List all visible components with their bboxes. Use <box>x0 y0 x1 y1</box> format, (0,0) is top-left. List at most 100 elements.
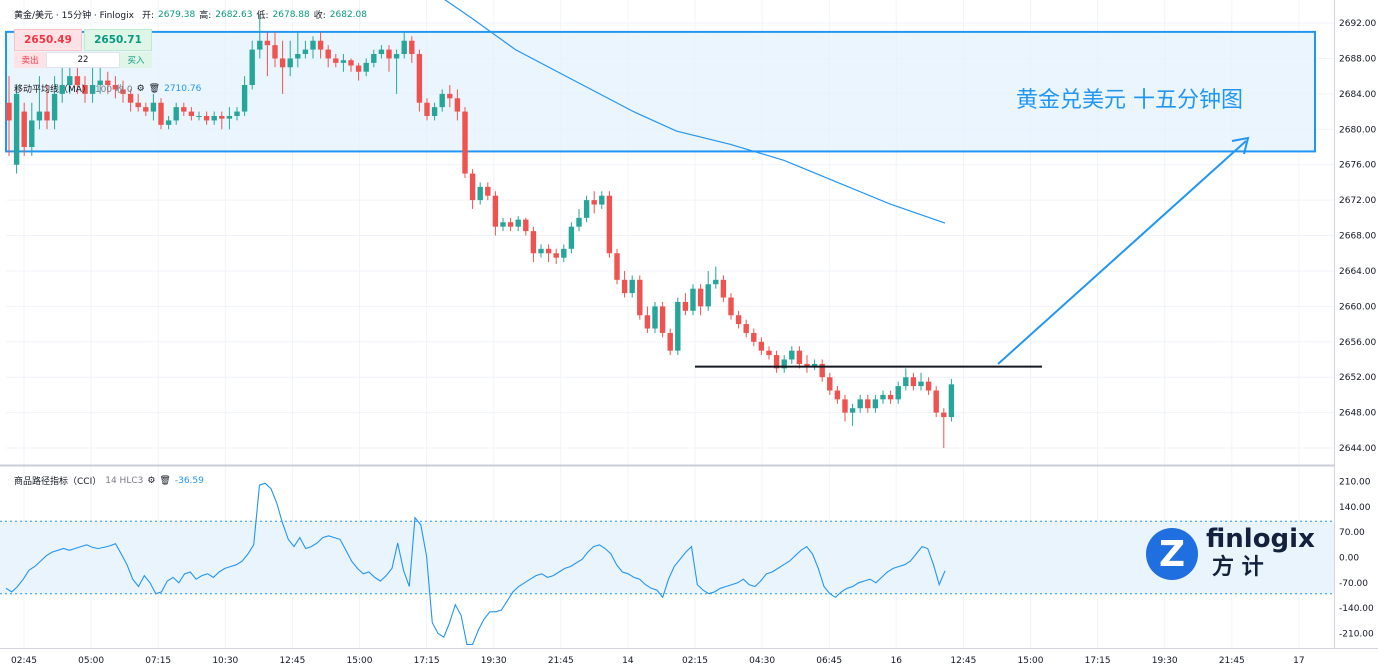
ma-series-line <box>444 0 946 224</box>
candle <box>165 116 172 130</box>
buy-button[interactable]: 买入 <box>120 52 152 68</box>
candle-body <box>82 85 88 94</box>
candle-body <box>264 40 271 46</box>
candle <box>857 394 863 413</box>
x-tick-label: 21:45 <box>548 656 574 666</box>
buy-price-button[interactable]: 2650.71 <box>84 29 152 51</box>
candle-body <box>348 60 354 66</box>
candle-body <box>637 279 643 316</box>
y-tick-label: 2656.00 <box>1339 338 1376 348</box>
candle-body <box>918 381 924 387</box>
candle <box>827 372 833 395</box>
candle <box>887 390 894 404</box>
candle <box>941 408 947 449</box>
candle-body <box>416 54 423 103</box>
cci-y-tick-label: -70.00 <box>1339 579 1368 589</box>
x-tick-label: 15:00 <box>1018 656 1044 666</box>
candle-body <box>409 40 415 55</box>
candle <box>302 40 309 59</box>
candle-body <box>51 93 58 121</box>
candle-body <box>621 279 628 294</box>
candle <box>515 216 521 232</box>
candle-body <box>538 248 544 254</box>
candle-body <box>910 377 917 387</box>
candle-body <box>682 301 689 311</box>
candle-body <box>614 253 620 280</box>
candle <box>416 49 423 112</box>
candle-body <box>333 58 339 63</box>
candle-body <box>340 60 347 63</box>
candle <box>287 40 293 77</box>
candle <box>766 346 772 360</box>
gear-icon[interactable]: ⚙ <box>136 83 145 94</box>
candle <box>203 111 210 125</box>
candle <box>105 71 111 94</box>
sell-button[interactable]: 卖出 <box>14 52 46 68</box>
x-tick-label: 07:15 <box>145 656 171 666</box>
candle <box>340 54 347 72</box>
candle <box>67 67 73 94</box>
candle <box>264 31 271 77</box>
candle <box>568 222 575 254</box>
candle <box>697 284 704 316</box>
candle <box>386 45 392 72</box>
candle-body <box>6 102 12 121</box>
candle-body <box>796 350 803 364</box>
candle <box>659 301 666 338</box>
candle-body <box>462 111 468 174</box>
candle <box>948 378 955 422</box>
candle-body <box>105 80 111 86</box>
candle-body <box>652 306 658 329</box>
candle <box>447 85 453 108</box>
candle <box>143 102 149 116</box>
candle <box>317 31 324 59</box>
candle-body <box>424 102 430 116</box>
quantity-input[interactable]: 22 <box>46 52 120 68</box>
x-tick-label: 17 <box>1293 656 1304 666</box>
y-tick-label: 2644.00 <box>1339 444 1376 454</box>
finlogix-logo: Z finlogix 方 计 <box>1146 524 1321 584</box>
candle <box>538 244 544 258</box>
candle <box>849 403 856 426</box>
cci-y-tick-label: -210.00 <box>1339 630 1374 640</box>
resistance-zone <box>5 30 1316 153</box>
logo-text-en: finlogix <box>1206 524 1315 554</box>
candle-body <box>880 394 886 400</box>
trash-icon[interactable]: 🗑 <box>148 83 161 94</box>
candle <box>477 182 483 205</box>
candle-body <box>804 363 810 367</box>
candle-body <box>515 219 521 227</box>
x-tick-label: 06:45 <box>816 656 842 666</box>
candle <box>181 102 187 116</box>
y-tick-label: 2692.00 <box>1339 19 1376 29</box>
candle <box>872 394 879 413</box>
annotation-text: 黄金兑美元 十五分钟图 <box>1016 88 1243 113</box>
trash-icon[interactable]: 🗑 <box>159 475 171 486</box>
y-tick-label: 2668.00 <box>1339 232 1376 242</box>
trend-arrow-line <box>997 140 1247 365</box>
candle-body <box>933 390 939 413</box>
gear-icon[interactable]: ⚙ <box>147 475 156 486</box>
candle <box>82 76 88 103</box>
x-tick-label: 17:15 <box>414 656 440 666</box>
sell-price-button[interactable]: 2650.49 <box>14 29 82 51</box>
candle-body <box>751 332 757 342</box>
cci-value: -36.59 <box>174 475 204 486</box>
candle <box>409 36 415 63</box>
candle <box>120 80 126 103</box>
candle <box>880 390 886 404</box>
candle-body <box>279 58 286 68</box>
candle <box>811 359 818 371</box>
candle <box>614 248 620 285</box>
candle <box>272 31 278 68</box>
candle <box>241 76 248 116</box>
candle <box>796 346 803 369</box>
x-tick-label: 02:45 <box>11 656 37 666</box>
ma-legend: 移动平均线（MA） 100 收 0 ⚙ 🗑 2710.76 <box>14 82 201 96</box>
candle-body <box>903 377 909 387</box>
candle-body <box>120 89 126 94</box>
symbol-legend: 黄金/美元 · 15分钟 · Finlogix 开: 2679.38 高: 26… <box>14 8 367 22</box>
candle <box>530 226 537 263</box>
candle <box>553 248 559 264</box>
